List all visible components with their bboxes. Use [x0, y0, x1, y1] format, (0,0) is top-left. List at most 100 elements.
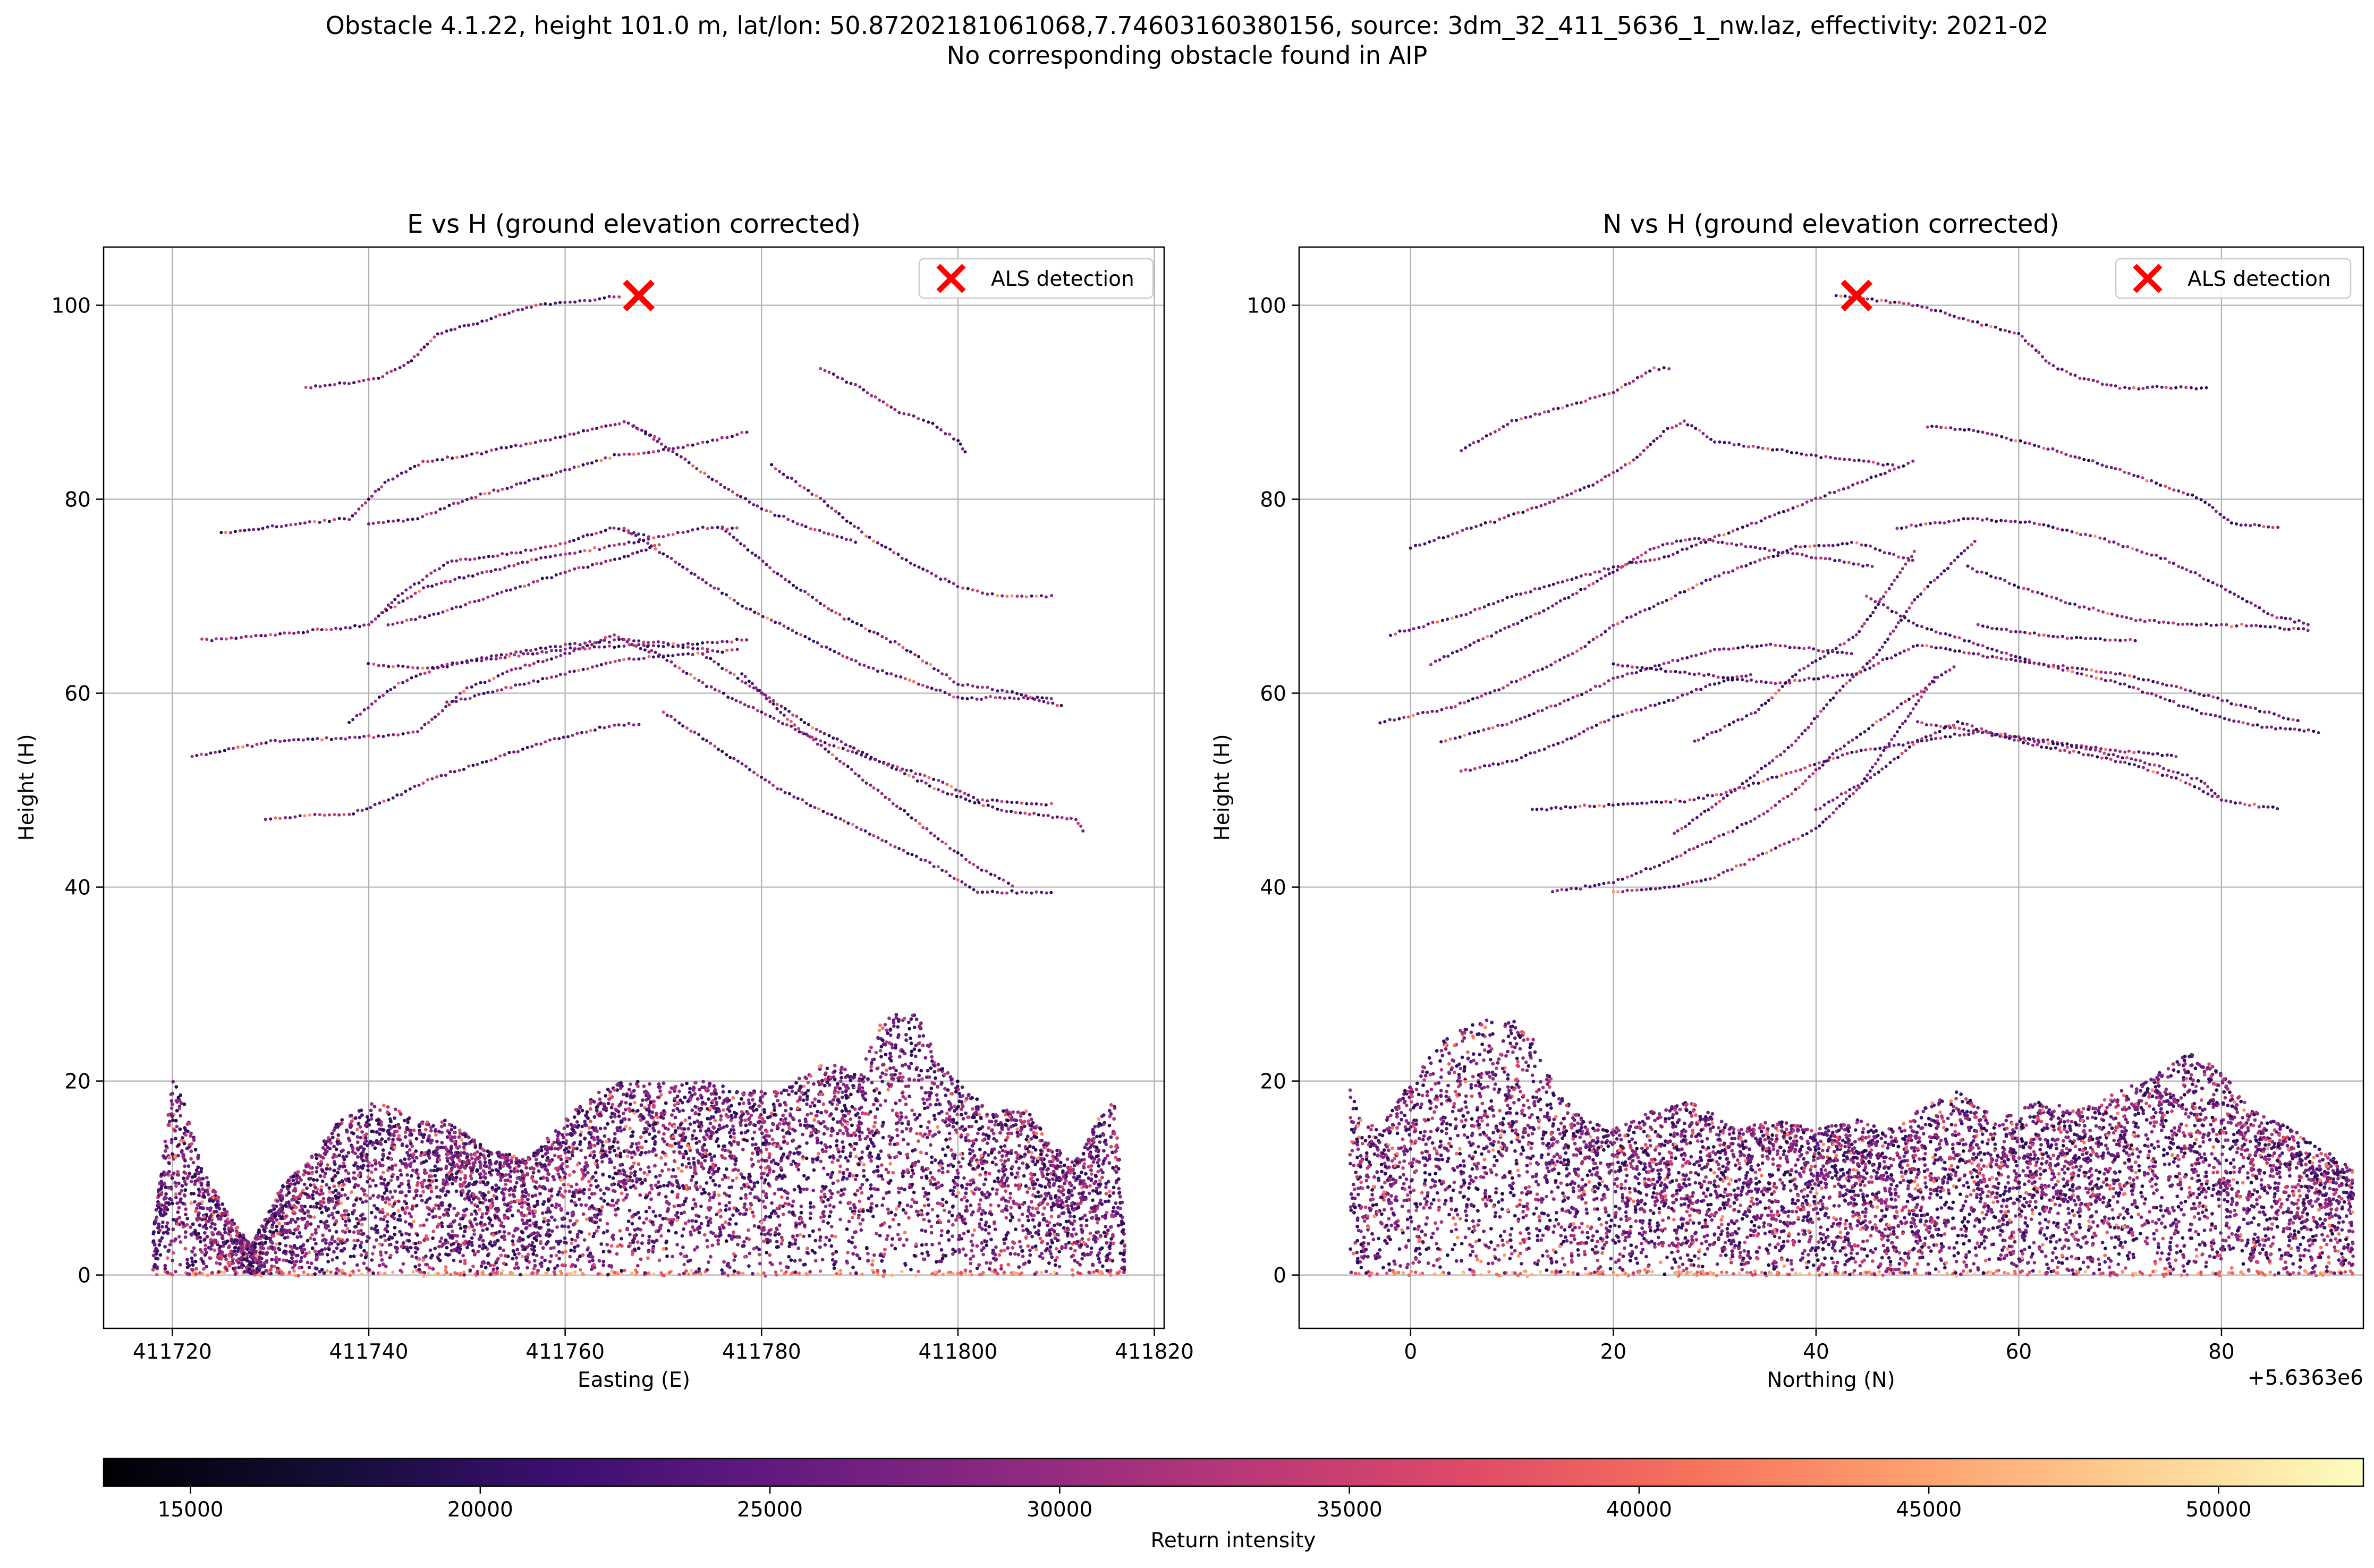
- lidar-point: [627, 1117, 631, 1122]
- lidar-point: [940, 1109, 944, 1114]
- lidar-point: [732, 1131, 736, 1135]
- lidar-point: [429, 1129, 433, 1133]
- lidar-point: [346, 1213, 351, 1217]
- lidar-point: [592, 1262, 596, 1267]
- lidar-point: [321, 1197, 326, 1201]
- lidar-point: [978, 1225, 982, 1229]
- lidar-point: [681, 1184, 685, 1188]
- lidar-point: [1017, 1265, 1021, 1269]
- lidar-point: [960, 1113, 963, 1117]
- lidar-point: [960, 1085, 964, 1089]
- lidar-point: [1106, 1228, 1110, 1232]
- lidar-point: [362, 1249, 366, 1253]
- lidar-point: [775, 1240, 779, 1244]
- lidar-point: [825, 1066, 829, 1071]
- lidar-point: [1015, 1171, 1020, 1175]
- lidar-point: [184, 1182, 188, 1186]
- lidar-point: [932, 1082, 936, 1086]
- lidar-point: [314, 1242, 318, 1246]
- lidar-point: [1122, 1270, 1126, 1275]
- lidar-point: [806, 1113, 810, 1117]
- lidar-point: [954, 1175, 957, 1180]
- lidar-point: [844, 1089, 848, 1094]
- lidar-point: [405, 1247, 409, 1251]
- lidar-point: [680, 1100, 684, 1105]
- lidar-point: [481, 1272, 485, 1276]
- lidar-point: [319, 1189, 323, 1193]
- lidar-point: [389, 1179, 393, 1183]
- lidar-point: [731, 1179, 735, 1183]
- lidar-point: [505, 1203, 509, 1207]
- lidar-point: [405, 1144, 409, 1148]
- lidar-point: [894, 1122, 898, 1125]
- lidar-point: [310, 1246, 315, 1250]
- lidar-point: [912, 1025, 917, 1029]
- lidar-point: [732, 1139, 736, 1143]
- lidar-point: [372, 1245, 376, 1249]
- lidar-point: [1080, 1257, 1084, 1261]
- lidar-point: [1052, 1173, 1055, 1176]
- lidar-point: [433, 1174, 437, 1178]
- lidar-point: [999, 1145, 1003, 1149]
- lidar-point: [897, 1204, 901, 1208]
- lidar-point: [1042, 1206, 1046, 1210]
- lidar-point: [969, 1261, 973, 1266]
- lidar-point: [782, 1140, 786, 1144]
- lidar-point: [315, 1252, 319, 1257]
- lidar-point: [606, 1273, 610, 1277]
- lidar-point: [188, 1172, 192, 1175]
- lidar-point: [1067, 1241, 1071, 1245]
- lidar-point: [759, 1090, 764, 1094]
- lidar-point: [596, 1272, 600, 1276]
- lidar-point: [1083, 1146, 1087, 1149]
- lidar-point: [198, 1271, 202, 1275]
- lidar-point: [744, 1196, 748, 1200]
- lidar-point: [205, 1226, 208, 1231]
- lidar-point: [1057, 1185, 1062, 1189]
- lidar-point: [374, 1183, 378, 1188]
- lidar-point: [847, 1239, 851, 1243]
- lidar-point: [606, 1087, 610, 1091]
- lidar-point: [680, 1169, 684, 1173]
- lidar-point: [659, 1234, 663, 1238]
- lidar-point: [809, 1205, 812, 1209]
- lidar-point: [899, 1111, 903, 1115]
- lidar-point: [837, 1270, 841, 1275]
- lidar-point: [640, 1241, 644, 1245]
- lidar-point: [171, 1201, 174, 1206]
- lidar-point: [514, 1256, 519, 1260]
- lidar-point: [851, 1265, 855, 1269]
- lidar-point: [869, 1069, 873, 1073]
- lidar-point: [1073, 1259, 1077, 1263]
- lidar-point: [841, 1131, 845, 1135]
- lidar-point: [1004, 1233, 1008, 1238]
- lidar-point: [898, 1071, 902, 1075]
- lidar-point: [412, 1159, 417, 1163]
- lidar-point: [604, 1150, 608, 1154]
- lidar-point: [891, 1237, 895, 1241]
- lidar-point: [443, 1268, 447, 1272]
- lidar-point: [910, 1108, 914, 1113]
- lidar-point: [728, 1217, 732, 1222]
- lidar-point: [651, 1250, 655, 1254]
- lidar-point: [534, 1157, 538, 1162]
- lidar-point: [947, 1219, 951, 1223]
- lidar-point: [474, 1212, 479, 1216]
- lidar-point: [843, 1104, 847, 1108]
- lidar-point: [520, 1205, 524, 1209]
- lidar-point: [996, 1123, 1001, 1127]
- lidar-point: [352, 1254, 356, 1258]
- lidar-point: [170, 1138, 174, 1142]
- lidar-point: [961, 1247, 965, 1251]
- lidar-point: [443, 1273, 446, 1277]
- lidar-point: [840, 1065, 844, 1070]
- lidar-point: [342, 1182, 346, 1186]
- lidar-point: [775, 1206, 779, 1210]
- lidar-point: [545, 1176, 549, 1180]
- lidar-point: [413, 1265, 418, 1269]
- lidar-point: [359, 1240, 363, 1244]
- lidar-point: [912, 1078, 917, 1082]
- lidar-point: [1006, 1262, 1011, 1267]
- lidar-point: [376, 1195, 380, 1199]
- lidar-point: [1048, 1184, 1052, 1189]
